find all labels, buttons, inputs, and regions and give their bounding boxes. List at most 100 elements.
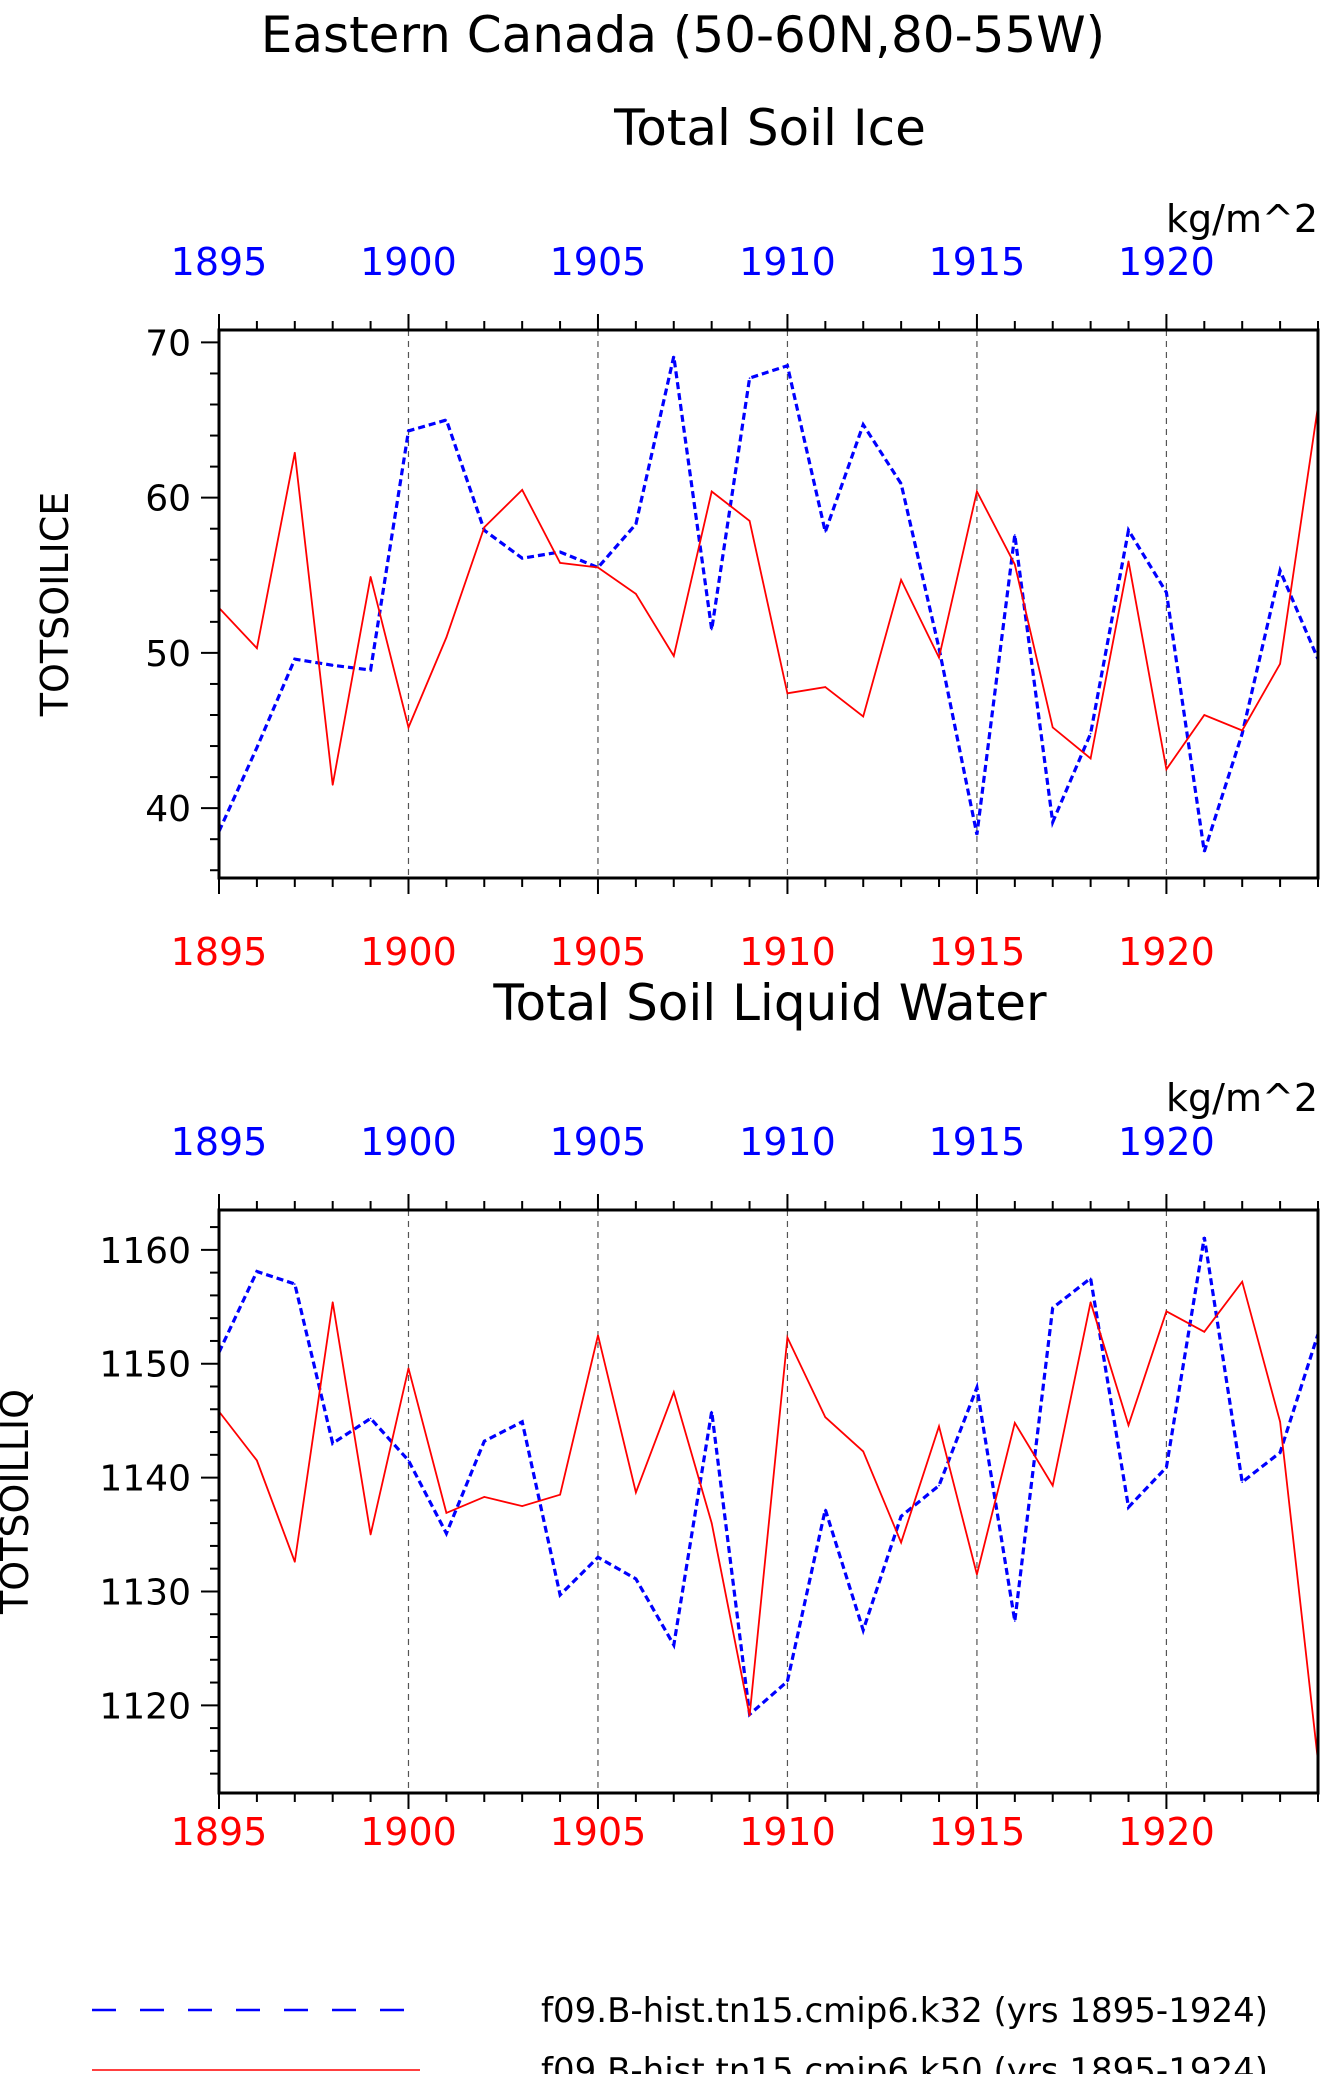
x-tick-label-bottom: 1920 <box>1118 930 1215 974</box>
y-tick-label: 40 <box>145 789 191 830</box>
x-tick-label-top: 1915 <box>929 1120 1026 1164</box>
data-point-k32 <box>862 1629 865 1631</box>
x-tick-label-top: 1895 <box>171 240 268 284</box>
data-point-k32 <box>1203 1236 1206 1239</box>
x-tick-label-bottom: 1915 <box>929 930 1026 974</box>
chart-panel: Total Soil Liquid Water kg/m^2 TOTSOILLIQ 1… <box>0 974 1320 1854</box>
data-point-k50 <box>597 1334 599 1337</box>
data-point-k32 <box>938 647 940 650</box>
data-point-k32 <box>521 1420 523 1423</box>
data-point-k32 <box>1089 1277 1092 1280</box>
data-point-k50 <box>1203 1331 1206 1333</box>
legend: f09.B-hist.tn15.cmip6.k32 (yrs 1895-1924… <box>92 1991 1268 2078</box>
data-point-k50 <box>938 656 940 659</box>
data-point-k32 <box>597 1556 599 1559</box>
data-point-k50 <box>786 1336 789 1339</box>
y-axis-label: TOTSOILICE <box>33 492 77 718</box>
data-point-k50 <box>445 636 448 639</box>
units-label: kg/m^2 <box>1166 1076 1318 1120</box>
data-point-k32 <box>1279 1451 1281 1454</box>
data-point-k32 <box>710 628 713 631</box>
data-point-k32 <box>1051 821 1054 823</box>
data-point-k50 <box>938 1425 940 1428</box>
data-point-k50 <box>824 1416 827 1419</box>
data-point-k32 <box>1014 1620 1016 1622</box>
data-point-k50 <box>635 593 637 595</box>
data-point-k50 <box>407 726 410 729</box>
data-point-k32 <box>900 1515 902 1518</box>
x-tick-label-bottom: 1910 <box>739 930 836 974</box>
y-tick-label: 1160 <box>99 1231 191 1272</box>
data-point-k32 <box>445 1532 448 1535</box>
data-point-k32 <box>786 1680 789 1683</box>
data-point-k32 <box>369 1417 372 1420</box>
data-point-k50 <box>331 1301 334 1304</box>
data-point-k32 <box>256 1270 258 1273</box>
data-point-k50 <box>1089 1301 1092 1304</box>
data-point-k32 <box>672 1644 675 1646</box>
data-point-k32 <box>635 1578 637 1580</box>
x-tick-label-bottom: 1905 <box>550 930 647 974</box>
x-tick-label-bottom: 1895 <box>171 1810 268 1854</box>
data-point-k32 <box>672 355 675 358</box>
data-point-k32 <box>1165 591 1168 594</box>
series-line-k32 <box>217 356 1320 853</box>
data-point-k50 <box>672 655 675 657</box>
data-point-k50 <box>786 692 789 695</box>
data-point-k50 <box>1279 1420 1281 1423</box>
data-point-k32 <box>748 377 751 379</box>
x-tick-label-top: 1920 <box>1118 1120 1215 1164</box>
data-point-k50 <box>672 1391 675 1393</box>
panel-title: Total Soil Ice <box>613 99 926 157</box>
data-point-k32 <box>407 1459 410 1462</box>
data-point-k32 <box>938 1484 940 1487</box>
x-tick-label-top: 1910 <box>739 1120 836 1164</box>
data-point-k32 <box>710 1410 713 1413</box>
data-point-k32 <box>331 664 334 667</box>
data-point-k32 <box>1051 1307 1054 1309</box>
data-point-k32 <box>1089 732 1092 735</box>
data-point-k50 <box>1241 1280 1244 1283</box>
x-tick-label-top: 1905 <box>550 240 647 284</box>
series-line-k32 <box>217 1237 1320 1718</box>
data-point-k32 <box>369 669 372 671</box>
x-tick-label-top: 1905 <box>550 1120 647 1164</box>
data-point-k50 <box>1014 1422 1016 1424</box>
data-point-k50 <box>293 1561 296 1563</box>
data-point-k50 <box>521 1505 523 1507</box>
data-point-k50 <box>445 1512 448 1514</box>
data-point-k50 <box>256 647 258 650</box>
data-point-k32 <box>407 430 410 432</box>
data-point-k50 <box>748 520 751 522</box>
data-point-k32 <box>1241 1481 1244 1483</box>
x-tick-label-top: 1920 <box>1118 240 1215 284</box>
x-tick-label-top: 1910 <box>739 240 836 284</box>
data-point-k32 <box>862 423 865 426</box>
data-point-k50 <box>483 1496 486 1498</box>
data-point-k50 <box>824 686 827 688</box>
data-point-k32 <box>293 658 296 660</box>
y-axis-label: TOTSOILLIQ <box>0 1389 37 1615</box>
data-point-k50 <box>369 576 372 578</box>
data-point-k50 <box>256 1459 258 1462</box>
x-tick-label-bottom: 1900 <box>360 1810 457 1854</box>
data-point-k50 <box>1203 714 1206 716</box>
data-point-k50 <box>976 1573 978 1576</box>
data-point-k50 <box>1127 560 1130 563</box>
y-tick-label: 1150 <box>99 1345 191 1386</box>
data-point-k32 <box>976 1386 978 1389</box>
y-tick-label: 1140 <box>99 1459 191 1500</box>
data-point-k32 <box>824 1508 827 1511</box>
series-line-k50 <box>218 405 1319 786</box>
panel-title: Total Soil Liquid Water <box>492 974 1047 1032</box>
data-point-k32 <box>483 1440 486 1442</box>
data-point-k50 <box>1165 1310 1168 1313</box>
plot-frame <box>217 1208 1320 1795</box>
data-point-k50 <box>521 489 523 491</box>
data-point-k32 <box>521 557 523 560</box>
data-point-k50 <box>1279 662 1281 665</box>
data-point-k50 <box>900 579 902 581</box>
data-point-k50 <box>862 715 865 718</box>
x-tick-label-bottom: 1895 <box>171 930 268 974</box>
